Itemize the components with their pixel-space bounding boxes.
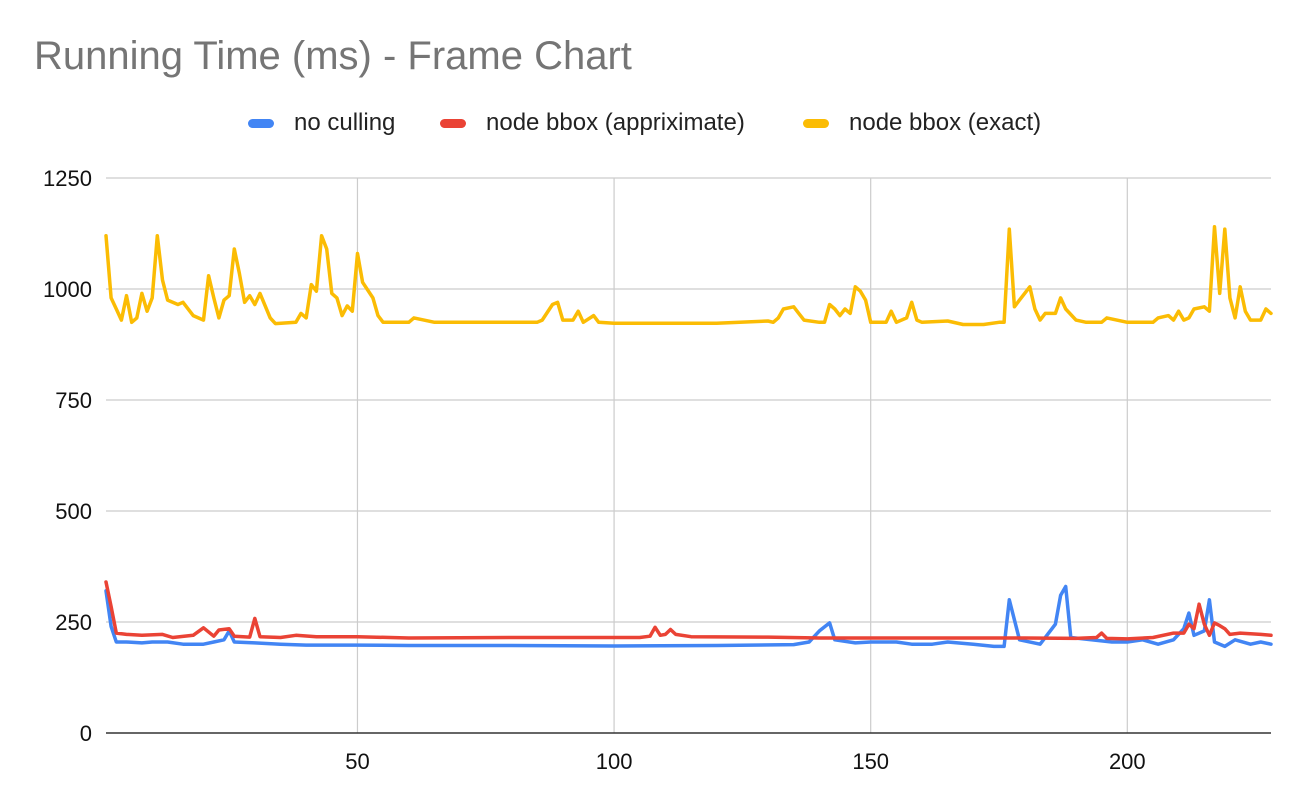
legend-label-no-culling: no culling (294, 109, 396, 136)
legend-swatch-node-bbox-exact (803, 118, 829, 128)
x-tick-label-100: 100 (596, 749, 633, 774)
y-tick-label-250: 250 (55, 610, 92, 635)
y-tick-label-0: 0 (80, 721, 92, 746)
y-tick-label-1250: 1250 (43, 166, 92, 191)
series-line-node-bbox-exact[interactable] (104, 225, 1273, 327)
series-line-node-bbox-approximate[interactable] (104, 580, 1273, 641)
series-layer (104, 225, 1273, 649)
legend-item-node-bbox-exact[interactable]: node bbox (exact) (803, 106, 1041, 140)
legend-item-node-bbox-approximate[interactable]: node bbox (appriximate) (440, 106, 745, 140)
x-tick-label-200: 200 (1109, 749, 1146, 774)
legend: no culling node bbox (appriximate) node … (0, 106, 1308, 140)
axis-layer: 0 250 500 750 1000 1250 50 100 150 200 (43, 166, 1271, 774)
legend-label-node-bbox-exact: node bbox (exact) (849, 109, 1042, 136)
legend-swatch-no-culling (248, 118, 274, 128)
x-tick-label-50: 50 (345, 749, 369, 774)
y-tick-label-500: 500 (55, 499, 92, 524)
grid-lines (106, 177, 1271, 733)
y-tick-label-750: 750 (55, 388, 92, 413)
x-tick-label-150: 150 (852, 749, 889, 774)
legend-label-node-bbox-approximate: node bbox (appriximate) (486, 109, 745, 136)
series-line-no-culling[interactable] (104, 584, 1273, 649)
legend-item-no-culling[interactable]: no culling (248, 106, 395, 140)
y-tick-label-1000: 1000 (43, 277, 92, 302)
legend-swatch-node-bbox-approximate (440, 118, 466, 128)
chart-title: Running Time (ms) - Frame Chart (34, 34, 632, 78)
